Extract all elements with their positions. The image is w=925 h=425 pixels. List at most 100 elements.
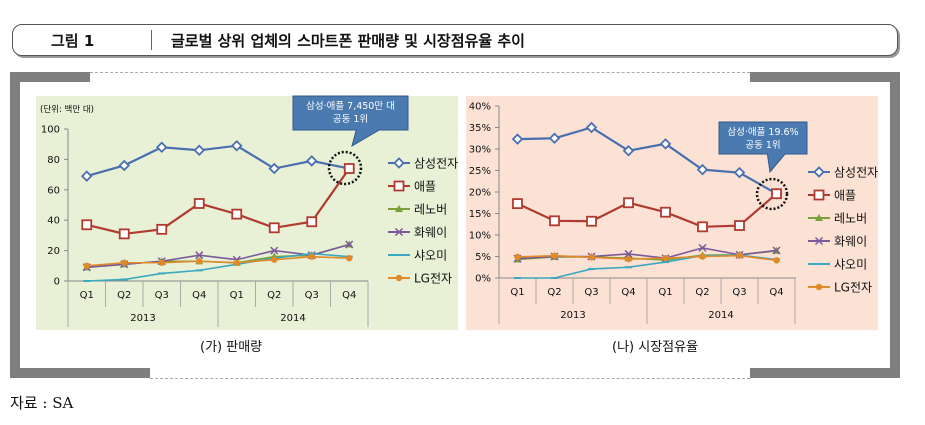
series-line-lg [86,255,350,267]
series-line-samsung [517,126,778,195]
marker-square [623,197,634,209]
point-apple [156,223,168,235]
legend-marker-lenovo [815,214,823,221]
marker-circle [625,255,632,263]
point-samsung [193,144,206,157]
marker-circle [308,253,315,260]
point-huawei [698,243,707,252]
marker-square [118,228,130,240]
point-huawei [345,240,354,249]
marker-square [156,223,168,235]
sales-chart-panel [36,96,458,330]
point-lg [625,255,632,263]
point-samsung [585,121,598,134]
x-tick-label: Q1 [230,290,244,301]
series-line-apple [86,167,351,235]
marker-square [193,198,205,209]
y-tick-label: 0 [54,277,60,288]
legend-marker-huawei [394,227,404,237]
y-tick-label: 100 [41,125,60,136]
y-tick-label: 10% [469,231,491,242]
point-apple [771,188,782,200]
marker-circle [158,259,165,266]
marker-square [512,198,523,210]
point-apple [118,228,130,240]
marker-circle [662,255,669,262]
legend-marker-samsung [813,166,825,178]
point-apple [193,198,205,209]
annotation-callout [292,95,409,148]
y-tick-label: 0% [475,274,491,285]
marker-circle [514,253,521,261]
point-samsung [511,133,524,145]
legend-marker-samsung [393,157,405,169]
highlight-circle [755,177,789,211]
point-lg [271,256,278,263]
marker-circle [551,252,558,259]
title-divider [151,30,152,50]
figure-label: 그림 1 [51,32,95,50]
marker-circle [773,257,780,264]
marker-square [268,222,280,234]
marker-square [660,206,671,218]
y-tick-label: 20 [47,246,60,257]
marker-diamond [659,138,672,150]
frame-right [890,72,900,378]
marker-circle [699,253,706,260]
annotation-text: 삼성·애플 7,450만 대 [306,101,395,112]
caption-share: (나) 시장점유율 [612,340,699,355]
marker-circle [395,274,403,282]
x-tick-label: Q4 [192,290,206,301]
y-tick-label: 15% [469,209,491,220]
y-tick-label: 5% [475,252,491,263]
marker-diamond [696,163,709,176]
annotation-text: 공동 1위 [333,113,368,125]
marker-x [772,246,781,255]
marker-circle [346,255,353,262]
x-tick-label: Q3 [584,287,598,298]
legend-label: 샤오미 [414,249,447,263]
figure-title-bar: 그림 1 글로벌 상위 업체의 스마트폰 판매량 및 시장점유율 추이 [12,24,898,56]
legend-label: LG전자 [834,281,872,295]
marker-circle [271,256,278,263]
point-apple [81,219,93,231]
annotation-text: 삼성·애플 19.6% [727,127,798,138]
dashed-border-top [90,72,750,83]
x-tick-label: Q4 [342,290,356,301]
point-lg [346,255,353,262]
marker-circle [196,258,203,265]
legend-marker-apple [393,180,405,192]
point-samsung [622,144,635,157]
marker-triangle [815,214,823,221]
point-lg [736,252,743,259]
marker-x [698,243,707,252]
x-tick-label: Q1 [80,290,94,301]
legend-label: 삼성전자 [414,157,458,171]
marker-circle [83,262,90,269]
legend-label: 화웨이 [414,226,447,240]
point-huawei [270,246,279,255]
y-tick-label: 30% [469,145,491,156]
series-line-samsung [86,144,350,178]
point-lg [551,252,558,259]
legend-label: 삼성전자 [834,166,878,180]
legend-marker-huawei [814,236,824,246]
point-huawei [772,246,781,255]
highlight-circle [327,150,363,186]
x-tick-label: Q4 [621,287,635,298]
point-apple [343,163,355,174]
year-group-label: 2014 [280,313,305,324]
marker-triangle [395,205,403,212]
point-samsung [733,166,746,179]
point-lg [773,257,780,264]
point-lg [514,253,521,261]
year-group-label: 2013 [130,313,155,324]
y-tick-label: 80 [47,155,60,166]
point-apple [660,206,671,218]
point-samsung [118,159,131,172]
marker-square [549,215,560,227]
annotation-text: 공동 1위 [745,139,780,151]
legend-label: 레노버 [834,212,867,226]
point-apple [586,215,597,227]
marker-diamond [622,144,635,157]
